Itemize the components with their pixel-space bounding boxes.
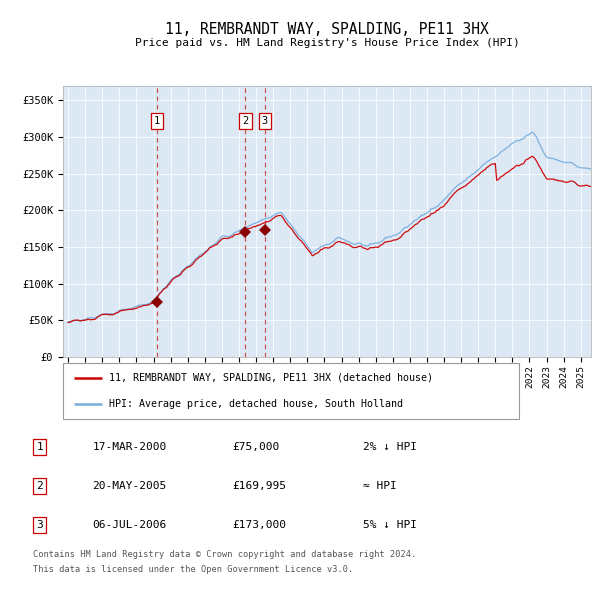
Text: Price paid vs. HM Land Registry's House Price Index (HPI): Price paid vs. HM Land Registry's House … (134, 38, 520, 48)
Text: 20-MAY-2005: 20-MAY-2005 (92, 481, 167, 491)
Text: 1: 1 (154, 116, 160, 126)
Text: 17-MAR-2000: 17-MAR-2000 (92, 442, 167, 452)
Text: £173,000: £173,000 (232, 520, 286, 530)
Text: 06-JUL-2006: 06-JUL-2006 (92, 520, 167, 530)
Text: 3: 3 (262, 116, 268, 126)
Text: 11, REMBRANDT WAY, SPALDING, PE11 3HX: 11, REMBRANDT WAY, SPALDING, PE11 3HX (165, 22, 489, 37)
Text: 3: 3 (37, 520, 43, 530)
Text: 5% ↓ HPI: 5% ↓ HPI (363, 520, 417, 530)
Text: £75,000: £75,000 (232, 442, 279, 452)
Text: 11, REMBRANDT WAY, SPALDING, PE11 3HX (detached house): 11, REMBRANDT WAY, SPALDING, PE11 3HX (d… (109, 373, 433, 383)
Text: 1: 1 (37, 442, 43, 452)
Text: £169,995: £169,995 (232, 481, 286, 491)
FancyBboxPatch shape (63, 363, 519, 419)
Text: HPI: Average price, detached house, South Holland: HPI: Average price, detached house, Sout… (109, 399, 403, 409)
Text: ≈ HPI: ≈ HPI (363, 481, 397, 491)
Text: Contains HM Land Registry data © Crown copyright and database right 2024.: Contains HM Land Registry data © Crown c… (33, 550, 416, 559)
Text: This data is licensed under the Open Government Licence v3.0.: This data is licensed under the Open Gov… (33, 565, 353, 574)
Text: 2: 2 (37, 481, 43, 491)
Text: 2: 2 (242, 116, 248, 126)
Text: 2% ↓ HPI: 2% ↓ HPI (363, 442, 417, 452)
